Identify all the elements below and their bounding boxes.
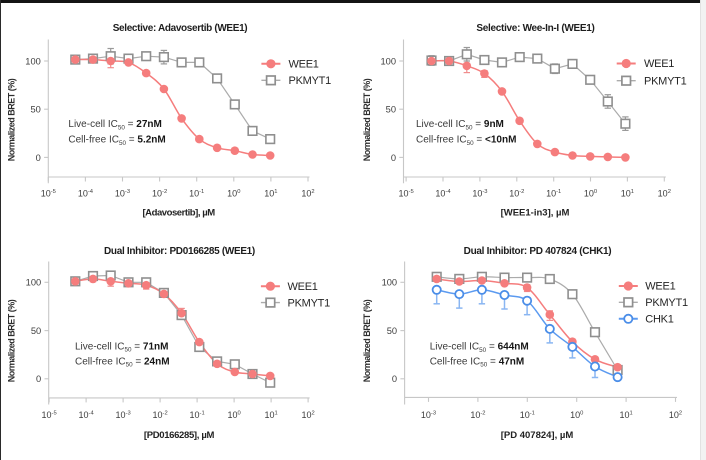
svg-text:10-1: 10-1 [546, 189, 561, 199]
svg-text:10-3: 10-3 [115, 189, 130, 199]
svg-text:PKMYT1: PKMYT1 [644, 75, 687, 87]
svg-text:Cell-free IC50 = 24nM: Cell-free IC50 = 24nM [75, 357, 170, 369]
svg-text:[PD0166285], µM: [PD0166285], µM [144, 430, 215, 441]
svg-text:100: 100 [227, 410, 240, 420]
svg-text:50: 50 [387, 326, 397, 336]
svg-text:Live-cell IC50 = 644nM: Live-cell IC50 = 644nM [430, 342, 529, 354]
svg-text:10-2: 10-2 [470, 410, 485, 420]
svg-text:PKMYT1: PKMYT1 [289, 75, 332, 87]
svg-text:10-4: 10-4 [79, 410, 95, 420]
svg-text:Cell-free IC50 = 47nM: Cell-free IC50 = 47nM [430, 356, 525, 368]
svg-text:Cell-free IC50 = 5.2nM: Cell-free IC50 = 5.2nM [68, 135, 165, 147]
svg-text:102: 102 [658, 189, 671, 199]
svg-text:100: 100 [380, 56, 396, 66]
svg-text:WEE1: WEE1 [645, 281, 675, 293]
svg-text:Selective: Adavosertib (WEE1): Selective: Adavosertib (WEE1) [113, 23, 248, 34]
svg-text:WEE1: WEE1 [644, 58, 674, 70]
svg-text:101: 101 [621, 189, 634, 199]
svg-text:10-1: 10-1 [189, 189, 204, 199]
svg-text:0: 0 [36, 374, 41, 384]
svg-text:Normalized BRET (%): Normalized BRET (%) [362, 299, 372, 382]
svg-text:100: 100 [26, 278, 42, 288]
svg-text:10-2: 10-2 [153, 410, 168, 420]
svg-text:Normalized BRET (%): Normalized BRET (%) [7, 299, 17, 382]
svg-text:0: 0 [391, 153, 396, 163]
svg-text:100: 100 [584, 189, 597, 199]
svg-text:10-2: 10-2 [152, 189, 167, 199]
svg-text:Dual Inhibitor: PD 407824 (CHK: Dual Inhibitor: PD 407824 (CHK1) [464, 246, 612, 257]
svg-text:10-1: 10-1 [190, 410, 205, 420]
svg-text:50: 50 [386, 105, 396, 115]
svg-text:101: 101 [619, 410, 632, 420]
svg-text:50: 50 [30, 105, 40, 115]
svg-text:101: 101 [264, 410, 277, 420]
svg-text:100: 100 [570, 410, 583, 420]
svg-text:Dual Inhibitor: PD0166285 (WEE: Dual Inhibitor: PD0166285 (WEE1) [104, 246, 255, 257]
svg-text:PKMYT1: PKMYT1 [288, 297, 331, 309]
svg-text:10-3: 10-3 [472, 189, 487, 199]
svg-text:WEE1: WEE1 [288, 281, 318, 293]
svg-text:Live-cell IC50 = 71nM: Live-cell IC50 = 71nM [75, 342, 168, 354]
svg-text:102: 102 [669, 410, 682, 420]
svg-text:10-5: 10-5 [41, 189, 56, 199]
svg-text:100: 100 [382, 278, 398, 288]
svg-text:10-1: 10-1 [520, 410, 535, 420]
svg-text:Live-cell IC50 = 9nM: Live-cell IC50 = 9nM [416, 119, 504, 131]
svg-text:102: 102 [301, 410, 314, 420]
svg-text:102: 102 [301, 189, 314, 199]
svg-text:0: 0 [36, 153, 41, 163]
svg-text:PKMYT1: PKMYT1 [645, 297, 688, 309]
svg-text:[PD 407824], µM: [PD 407824], µM [501, 430, 574, 441]
svg-text:10-4: 10-4 [435, 189, 451, 199]
svg-text:[WEE1-in3], µM: [WEE1-in3], µM [501, 208, 570, 219]
svg-text:10-3: 10-3 [421, 410, 436, 420]
svg-text:WEE1: WEE1 [289, 59, 319, 71]
svg-text:[Adavosertib], µM: [Adavosertib], µM [142, 208, 215, 219]
svg-text:0: 0 [392, 374, 397, 384]
svg-text:Selective: Wee-In-I (WEE1): Selective: Wee-In-I (WEE1) [476, 23, 594, 34]
svg-text:50: 50 [31, 326, 41, 336]
svg-text:10-4: 10-4 [78, 189, 94, 199]
svg-text:101: 101 [264, 189, 277, 199]
svg-text:Live-cell IC50 = 27nM: Live-cell IC50 = 27nM [68, 119, 161, 131]
svg-text:10-5: 10-5 [399, 189, 414, 199]
svg-text:Normalized BRET (%): Normalized BRET (%) [362, 78, 372, 161]
svg-text:10-3: 10-3 [116, 410, 131, 420]
svg-text:Normalized BRET (%): Normalized BRET (%) [7, 78, 17, 161]
svg-text:CHK1: CHK1 [645, 314, 673, 326]
svg-text:100: 100 [25, 56, 41, 66]
svg-text:10-5: 10-5 [42, 410, 57, 420]
svg-text:100: 100 [227, 189, 240, 199]
svg-text:10-2: 10-2 [509, 189, 524, 199]
svg-text:Cell-free IC50 = <10nM: Cell-free IC50 = <10nM [416, 135, 516, 147]
